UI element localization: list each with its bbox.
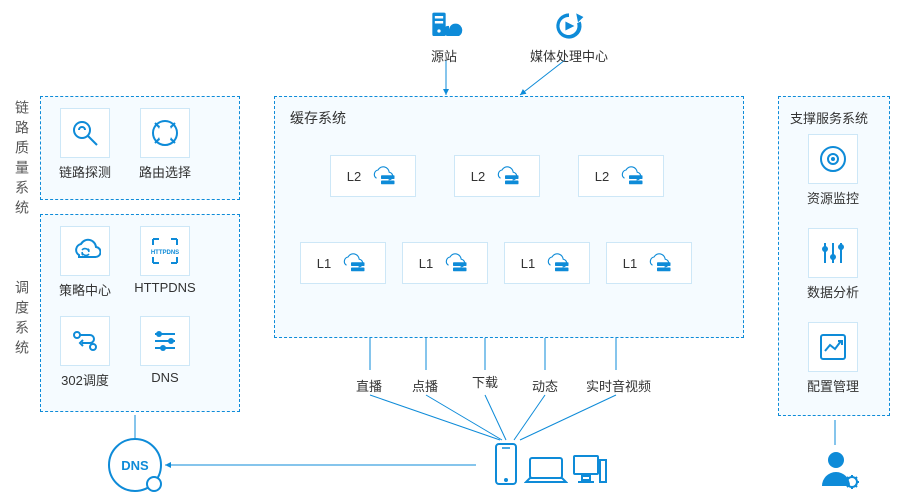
probe-label: 链路探测: [50, 162, 120, 181]
l2-label: L2: [595, 169, 609, 184]
l1-label: L1: [317, 256, 331, 271]
cloud-server-icon: [645, 251, 675, 275]
dns-label: DNS: [130, 370, 200, 385]
media-label: 媒体处理中心: [530, 46, 608, 65]
analytics-label: 数据分析: [798, 282, 868, 301]
user-gear-icon: [816, 446, 860, 493]
l2-label: L2: [471, 169, 485, 184]
eye-icon: [817, 143, 849, 175]
cache-l1-box: L1: [300, 242, 386, 284]
chart-line-icon: [817, 331, 849, 363]
svg-text:HTTPDNS: HTTPDNS: [151, 250, 179, 256]
stream-dynamic: 动态: [532, 376, 558, 395]
s302-label: 302调度: [50, 370, 120, 389]
l1-label: L1: [419, 256, 433, 271]
equalizer-icon: [817, 237, 849, 269]
route-label: 路由选择: [130, 162, 200, 181]
monitor-label: 资源监控: [798, 188, 868, 207]
policy-label: 策略中心: [50, 280, 120, 299]
dns-iconbox: [140, 316, 190, 366]
stream-rtc: 实时音视频: [586, 376, 651, 395]
analytics-iconbox: [808, 228, 858, 278]
cache-l1-box: L1: [606, 242, 692, 284]
origin-node: 源站: [424, 8, 464, 65]
cloud-server-icon: [493, 164, 523, 188]
route-iconbox: [140, 108, 190, 158]
cloud-server-icon: [441, 251, 471, 275]
cache-l1-box: L1: [504, 242, 590, 284]
schedule-system-vlabel: 调度系统: [12, 280, 32, 360]
httpdns-label: HTTPDNS: [130, 280, 200, 295]
l1-label: L1: [521, 256, 535, 271]
cloud-server-icon: [339, 251, 369, 275]
probe-iconbox: [60, 108, 110, 158]
stream-vod: 点播: [412, 376, 438, 395]
stream-download: 下载: [472, 372, 498, 391]
support-title: 支撑服务系统: [790, 108, 868, 127]
cache-l1-box: L1: [402, 242, 488, 284]
httpdns-icon: HTTPDNS: [149, 235, 181, 267]
laptop-icon: [524, 454, 568, 486]
httpdns-iconbox: HTTPDNS: [140, 226, 190, 276]
config-iconbox: [808, 322, 858, 372]
redirect-icon: [69, 325, 101, 357]
cloud-server-icon: [617, 164, 647, 188]
phone-icon: [494, 442, 518, 486]
cache-title: 缓存系统: [290, 108, 346, 128]
cache-panel: [274, 96, 744, 338]
policy-iconbox: [60, 226, 110, 276]
sliders-icon: [149, 325, 181, 357]
link-probe-icon: [69, 117, 101, 149]
config-label: 配置管理: [798, 376, 868, 395]
cloud-sync-icon: [69, 235, 101, 267]
quality-system-vlabel: 链路质量系统: [12, 100, 32, 220]
desktop-icon: [572, 454, 608, 486]
stream-live: 直播: [356, 376, 382, 395]
cache-l2-box: L2: [330, 155, 416, 197]
dns-badge: DNS: [108, 438, 162, 492]
route-icon: [149, 117, 181, 149]
cloud-server-icon: [369, 164, 399, 188]
cache-l2-box: L2: [454, 155, 540, 197]
l1-label: L1: [623, 256, 637, 271]
media-center-node: 媒体处理中心: [530, 8, 608, 65]
cache-l2-box: L2: [578, 155, 664, 197]
cloud-server-icon: [543, 251, 573, 275]
monitor-iconbox: [808, 134, 858, 184]
refresh-play-icon: [549, 8, 589, 44]
server-cloud-icon: [424, 8, 464, 44]
origin-label: 源站: [431, 46, 457, 65]
s302-iconbox: [60, 316, 110, 366]
l2-label: L2: [347, 169, 361, 184]
